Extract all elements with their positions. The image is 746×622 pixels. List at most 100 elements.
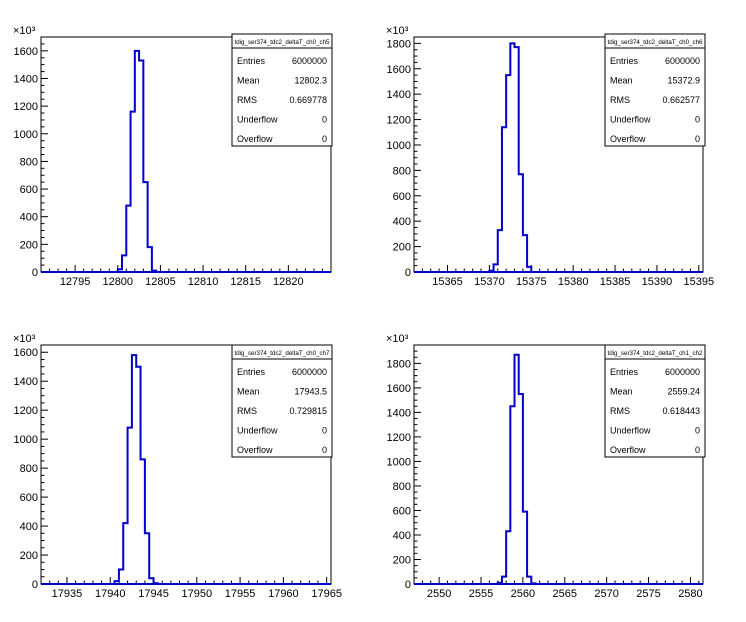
stats-value: 6000000 [292,56,327,66]
y-tick-label: 1400 [14,376,38,388]
y-tick-label: 600 [393,191,411,203]
y-tick-label: 0 [32,579,38,591]
histogram-title: tdig_ser374_tdc2_deltaT_ch0_ch7 [235,350,331,357]
stats-label: Mean [237,76,260,86]
stats-label: Entries [610,367,639,377]
stats-label: Underflow [237,426,278,436]
y-tick-label: 200 [20,550,38,562]
stats-value: 0.662577 [662,95,700,105]
x-tick-label: 12795 [60,276,91,288]
y-tick-label: 1800 [387,358,411,370]
stats-value: 15372.9 [667,76,700,86]
stats-value: 0 [322,115,327,125]
stats-box: tdig_ser374_tdc2_deltaT_ch0_ch5 Entries 60… [231,33,333,147]
stats-box: tdig_ser374_tdc2_deltaT_ch1_ch2 Entries 60… [604,344,706,458]
stats-value: 6000000 [665,56,700,66]
x-tick-label: 15385 [600,276,631,288]
x-tick-label: 2555 [469,588,493,600]
x-tick-label: 2565 [553,588,577,600]
stats-label: Mean [610,387,633,397]
x-tick-label: 17960 [268,588,299,600]
x-tick-label: 12815 [230,276,261,288]
y-tick-label: 1000 [387,140,411,152]
x-tick-label: 17955 [225,588,256,600]
stats-label: Entries [237,367,266,377]
y-tick-label: 600 [393,505,411,517]
x-tick-label: 17950 [182,588,213,600]
x-tick-label: 2580 [678,588,702,600]
x-tick-label: 17940 [95,588,126,600]
y-exponent-label: ×10³ [386,25,409,37]
y-tick-label: 800 [393,481,411,493]
x-tick-label: 15395 [684,276,715,288]
x-tick-label: 15380 [558,276,589,288]
x-tick-label: 17935 [52,588,83,600]
y-tick-label: 0 [405,579,411,591]
stats-label: Overflow [610,134,646,144]
stats-value: 0.669778 [289,95,327,105]
y-tick-label: 400 [20,521,38,533]
x-tick-label: 2550 [427,588,451,600]
stats-label: RMS [237,406,257,416]
y-tick-label: 400 [393,530,411,542]
histogram-series [113,49,158,273]
stats-label: Overflow [237,445,273,455]
stats-label: RMS [610,406,630,416]
x-tick-label: 17965 [311,588,342,600]
stats-box-frame [604,33,706,147]
histogram-series [496,353,537,585]
y-tick-label: 200 [393,242,411,254]
x-tick-label: 12810 [188,276,219,288]
stats-value: 0.618443 [662,406,700,416]
stats-value: 17943.5 [294,387,327,397]
y-tick-label: 1800 [387,38,411,50]
stats-label: Underflow [610,426,651,436]
stats-box-frame [231,33,333,147]
histogram-title: tdig_ser374_tdc2_deltaT_ch0_ch5 [235,39,331,46]
stats-value: 0 [322,134,327,144]
stats-value: 6000000 [292,367,327,377]
stats-label: Mean [237,387,260,397]
y-tick-label: 1200 [14,405,38,417]
x-tick-label: 12800 [102,276,133,288]
stats-value: 0 [322,426,327,436]
histogram-panel-4: 2550 2555 2560 2565 2570 2575 2580 0 200 400 600 80… [386,333,706,600]
y-exponent-label: ×10³ [13,25,36,37]
stats-box-frame [231,344,333,458]
stats-value: 0 [695,445,700,455]
x-tick-label: 17945 [138,588,169,600]
x-tick-label: 2560 [511,588,535,600]
x-tick-label: 12820 [273,276,304,288]
x-tick-label: 12805 [145,276,176,288]
y-tick-label: 1200 [387,115,411,127]
stats-label: Mean [610,76,633,86]
y-tick-label: 600 [20,492,38,504]
stats-value: 0.729815 [289,406,327,416]
stats-value: 0 [322,445,327,455]
y-tick-label: 200 [20,239,38,251]
stats-label: RMS [237,95,257,105]
histogram-series [488,42,533,272]
y-tick-label: 400 [20,212,38,224]
stats-value: 0 [695,426,700,436]
stats-label: Entries [610,56,639,66]
stats-label: Overflow [237,134,273,144]
stats-label: Entries [237,56,266,66]
y-tick-label: 800 [20,463,38,475]
y-tick-label: 1600 [387,64,411,76]
y-exponent-label: ×10³ [13,333,36,345]
x-tick-label: 15365 [432,276,463,288]
y-tick-label: 200 [393,554,411,566]
histogram-title: tdig_ser374_tdc2_deltaT_ch1_ch2 [608,350,704,357]
x-tick-label: 2570 [594,588,618,600]
y-tick-label: 1200 [387,432,411,444]
y-tick-label: 1000 [14,129,38,141]
stats-value: 2559.24 [667,387,700,397]
histogram-panel-3: 17935 17940 17945 17950 17955 17960 17965 0 200 4… [13,333,342,600]
stats-label: Overflow [610,445,646,455]
x-tick-label: 2575 [636,588,660,600]
histogram-panel-2: 15365 15370 15375 15380 15385 15390 15395 0 200 4… [386,25,714,288]
y-tick-label: 1600 [14,46,38,58]
histogram-panel-1: 12795 12800 12805 12810 12815 12820 0 200 400 600… [13,25,333,288]
